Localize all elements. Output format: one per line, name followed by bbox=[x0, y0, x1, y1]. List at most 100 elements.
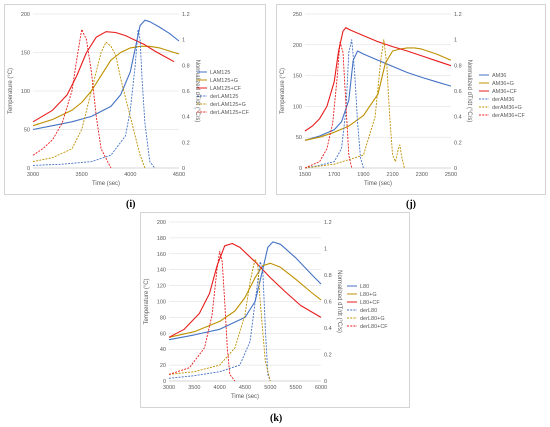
x-axis-title: Time (sec) bbox=[92, 181, 120, 187]
series-line-derl80-cf bbox=[169, 251, 235, 381]
legend-entry: derL80 bbox=[360, 308, 377, 314]
x-axis-title: Time (sec) bbox=[364, 181, 392, 187]
chart-panel-k: 0 20 40 60 80 100 120 140 160 180 200 0 0.2 0.4 0.6 0.8… bbox=[140, 212, 410, 408]
y2-tick-label: 0.4 bbox=[454, 115, 462, 121]
legend-entry: L80+CF bbox=[360, 300, 380, 306]
chart-panel-i: 0 50 100 150 200 0 0.2 0.4 0.6 0.8 1 1.2 3000 3500 400… bbox=[4, 4, 266, 195]
y2-axis-title: Normalized dT/dt (°C/s) bbox=[194, 60, 200, 123]
x-tick-label: 3000 bbox=[27, 172, 39, 178]
y2-tick-label: 0.4 bbox=[182, 115, 190, 121]
x-tick-label: 4000 bbox=[124, 172, 136, 178]
y-tick-label: 40 bbox=[160, 347, 166, 353]
y-tick-label: 150 bbox=[293, 74, 302, 80]
series-line-deram36-cf bbox=[305, 42, 352, 168]
chart-svg-k: 0 20 40 60 80 100 120 140 160 180 200 0 0.2 0.4 0.6 0.8… bbox=[141, 213, 411, 409]
y-tick-label: 160 bbox=[157, 252, 166, 258]
chart-svg-i: 0 50 100 150 200 0 0.2 0.4 0.6 0.8 1 1.2 3000 3500 400… bbox=[5, 5, 267, 196]
y-tick-label: 100 bbox=[21, 89, 30, 95]
legend-entry: derAM36+G bbox=[492, 105, 522, 111]
x-tick-label: 2100 bbox=[386, 172, 398, 178]
y-tick-label: 140 bbox=[157, 268, 166, 274]
y2-tick-label: 0.2 bbox=[324, 353, 332, 359]
y-tick-label: 100 bbox=[293, 104, 302, 110]
y2-tick-label: 0.6 bbox=[324, 300, 332, 306]
y2-tick-label: 0.2 bbox=[454, 140, 462, 146]
x-tick-label: 4500 bbox=[239, 385, 251, 391]
legend-entry: AM36+CF bbox=[492, 89, 518, 95]
y-tick-label: 60 bbox=[160, 331, 166, 337]
y2-tick-label: 0.8 bbox=[454, 63, 462, 69]
y2-tick-label: 0.6 bbox=[182, 89, 190, 95]
legend-entry: L80+G bbox=[360, 292, 377, 298]
series-line-l80-cf bbox=[169, 244, 321, 338]
x-tick-label: 5000 bbox=[264, 385, 276, 391]
x-tick-label: 2300 bbox=[416, 172, 428, 178]
series-line-deram36 bbox=[305, 40, 363, 168]
panel-label-j: (j) bbox=[406, 199, 416, 210]
x-tick-label: 5500 bbox=[290, 385, 302, 391]
x-tick-label: 3000 bbox=[163, 385, 175, 391]
series-line-am36 bbox=[305, 51, 451, 140]
y-tick-label: 250 bbox=[293, 12, 302, 18]
y2-tick-label: 0.6 bbox=[454, 89, 462, 95]
legend-entry: AM36+G bbox=[492, 81, 514, 87]
legend-entry: derLAM125 bbox=[210, 94, 238, 100]
y-tick-label: 50 bbox=[296, 135, 302, 141]
series-line-lam125-cf bbox=[33, 32, 174, 122]
series-line-lam125 bbox=[33, 20, 179, 129]
legend-entry: LAM125 bbox=[210, 70, 231, 76]
y2-axis-title: Normalized dT/dt (°C/s) bbox=[336, 270, 342, 333]
y-axis-title: Temperature (°C) bbox=[280, 68, 286, 114]
series-line-derlam125-g bbox=[33, 42, 145, 168]
y2-tick-label: 0.8 bbox=[324, 273, 332, 279]
legend-entry: derAM36 bbox=[492, 97, 514, 103]
series-line-lam125-g bbox=[33, 46, 179, 125]
y2-tick-label: 1 bbox=[454, 38, 457, 44]
y-tick-label: 200 bbox=[21, 12, 30, 18]
legend-entry: derL80+CF bbox=[360, 324, 388, 330]
x-tick-label: 2500 bbox=[445, 172, 457, 178]
x-tick-label: 4500 bbox=[173, 172, 185, 178]
legend-entry: LAM125+G bbox=[210, 78, 238, 84]
y2-axis-title: Normalized dT/dt (°C/s) bbox=[466, 60, 472, 123]
legend-entry: derLAM125+CF bbox=[210, 110, 250, 116]
y2-tick-label: 0.4 bbox=[324, 326, 332, 332]
panel-label-k: (k) bbox=[270, 413, 282, 424]
legend-entry: derAM36+CF bbox=[492, 113, 526, 119]
series-line-l80-g bbox=[169, 263, 321, 337]
x-tick-label: 6000 bbox=[315, 385, 327, 391]
x-tick-label: 1900 bbox=[357, 172, 369, 178]
series-line-deram36-g bbox=[305, 40, 404, 168]
chart-panel-j: 0 50 100 150 200 250 0 0.2 0.4 0.6 0.8 1 1.2 1500 1700… bbox=[276, 4, 546, 195]
y2-tick-label: 1.2 bbox=[454, 12, 462, 18]
series-line-derlam125 bbox=[33, 29, 155, 168]
y-tick-label: 200 bbox=[293, 43, 302, 49]
y-tick-label: 100 bbox=[157, 300, 166, 306]
y-tick-label: 50 bbox=[24, 128, 30, 134]
y2-tick-label: 1 bbox=[324, 247, 327, 253]
series-line-derlam125-cf bbox=[33, 29, 111, 168]
x-tick-label: 3500 bbox=[188, 385, 200, 391]
series-line-am36-g bbox=[305, 48, 451, 140]
legend-entry: derL80+G bbox=[360, 316, 385, 322]
y-axis-title: Temperature (°C) bbox=[144, 278, 150, 324]
x-tick-label: 1700 bbox=[328, 172, 340, 178]
y2-tick-label: 1.2 bbox=[182, 12, 190, 18]
legend-entry: LAM125+CF bbox=[210, 86, 242, 92]
legend-entry: AM36 bbox=[492, 73, 506, 79]
panel-label-i: (i) bbox=[126, 199, 135, 210]
y2-tick-label: 0.8 bbox=[182, 63, 190, 69]
x-axis-title: Time (sec) bbox=[231, 394, 259, 400]
y-axis-title: Temperature (°C) bbox=[8, 68, 14, 114]
y2-tick-label: 1.2 bbox=[324, 220, 332, 226]
y2-tick-label: 0.2 bbox=[182, 140, 190, 146]
y-tick-label: 200 bbox=[157, 220, 166, 226]
y2-tick-label: 1 bbox=[182, 38, 185, 44]
legend-entry: L80 bbox=[360, 284, 369, 290]
series-line-l80 bbox=[169, 242, 321, 340]
y-tick-label: 20 bbox=[160, 363, 166, 369]
legend-entry: derLAM125+G bbox=[210, 102, 246, 108]
x-tick-label: 1500 bbox=[299, 172, 311, 178]
y-tick-label: 120 bbox=[157, 284, 166, 290]
